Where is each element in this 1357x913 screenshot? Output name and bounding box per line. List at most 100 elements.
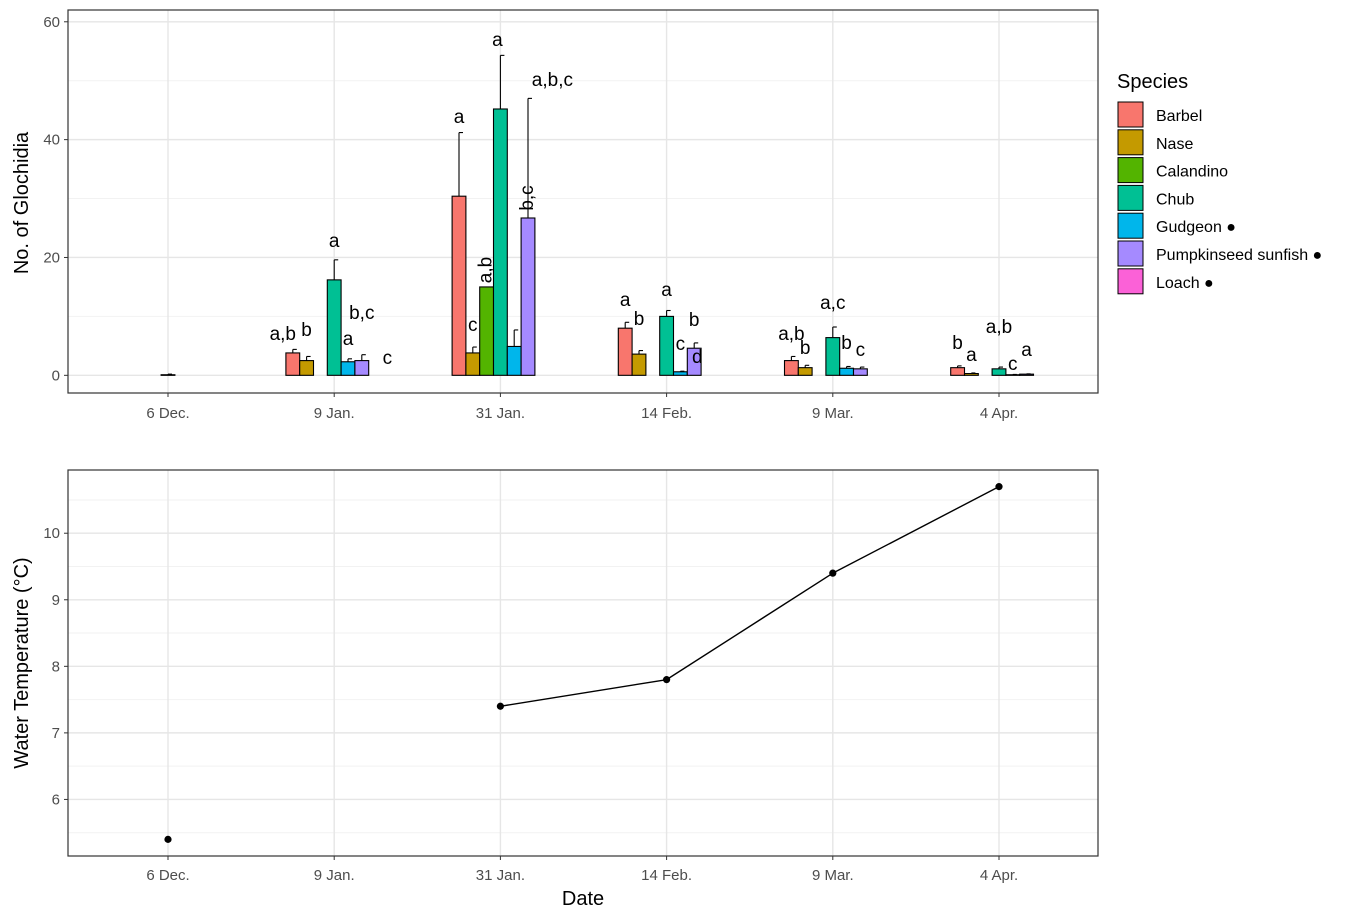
line-y-tick-label: 8 — [52, 658, 60, 675]
bar-x-tick-label: 31 Jan. — [476, 405, 525, 422]
line-y-tick-label: 9 — [52, 592, 60, 609]
significance-label: a — [661, 280, 672, 301]
line-y-tick-label: 6 — [52, 791, 60, 808]
significance-label: b — [689, 310, 700, 331]
significance-label: b,c — [517, 185, 538, 210]
temperature-line-segment — [666, 572, 834, 681]
significance-label: b — [952, 333, 963, 354]
bar-plot-background — [68, 10, 1098, 393]
legend-swatch — [1117, 240, 1144, 267]
bar — [991, 368, 1007, 376]
temperature-line-chart: 6 7 8 9 10 6 Dec. 9 Jan. 31 Jan. 14 Feb. 9 Mar. 4… — [11, 469, 1099, 910]
bar — [963, 373, 979, 376]
bar-x-tick-label: 6 Dec. — [146, 405, 189, 422]
bar — [672, 371, 688, 376]
significance-label: a,b — [476, 257, 497, 283]
bar-gridlines — [68, 10, 1098, 393]
bar-x-tick-label: 9 Mar. — [812, 405, 854, 422]
significance-label: c — [856, 340, 866, 361]
legend-label: Calandino — [1156, 164, 1228, 181]
bar — [160, 374, 176, 376]
line-x-tick-labels: 6 Dec. 9 Jan. 31 Jan. 14 Feb. 9 Mar. 4 Apr. — [146, 856, 1018, 884]
significance-label: b — [301, 320, 312, 341]
line-plot-border — [67, 469, 1099, 857]
significance-label: b — [634, 309, 645, 330]
bar-y-tick-label: 20 — [43, 249, 60, 266]
bar-x-tick-labels: 6 Dec. 9 Jan. 31 Jan. 14 Feb. 9 Mar. 4 Apr. — [146, 393, 1018, 422]
bar — [465, 352, 481, 376]
line-x-tick-label: 9 Mar. — [812, 867, 854, 884]
significance-label: a — [1021, 340, 1032, 361]
bar — [354, 360, 370, 376]
bar — [340, 361, 356, 376]
legend-label: Gudgeon ● — [1156, 219, 1236, 236]
bar — [631, 353, 647, 376]
bar-x-tick-label: 9 Jan. — [314, 405, 355, 422]
line-x-tick-label: 6 Dec. — [146, 867, 189, 884]
bar-y-tick-label: 40 — [43, 132, 60, 149]
bar — [783, 360, 799, 376]
legend-swatch — [1117, 184, 1144, 211]
line-x-tick-label: 14 Feb. — [641, 867, 692, 884]
significance-label: a,b — [270, 324, 296, 345]
bar — [520, 217, 536, 376]
legend-swatch — [1117, 212, 1144, 239]
significance-label: a — [492, 30, 503, 51]
significance-label: a — [966, 345, 977, 366]
line-x-tick-label: 4 Apr. — [980, 867, 1018, 884]
legend-label: Nase — [1156, 136, 1193, 153]
bar — [479, 286, 495, 376]
significance-label: c — [383, 348, 393, 369]
temperature-point — [829, 569, 837, 577]
bar — [839, 367, 855, 376]
significance-label: a — [454, 107, 465, 128]
significance-label: c — [468, 315, 478, 336]
temperature-point — [496, 702, 504, 710]
bar-y-tick-label: 0 — [52, 367, 60, 384]
significance-label: a — [620, 290, 631, 311]
temperature-line-segment — [500, 678, 667, 707]
bar — [797, 367, 813, 376]
significance-label: a,b,c — [532, 70, 573, 91]
line-y-axis-title: Water Temperature (°C) — [11, 557, 33, 768]
significance-label: a,c — [820, 293, 845, 314]
line-x-axis-title: Date — [562, 888, 604, 910]
significance-label: b — [841, 333, 852, 354]
significance-label: a — [343, 329, 354, 350]
bar-error-bars — [167, 54, 1031, 375]
legend-swatch — [1117, 157, 1144, 184]
significance-label: b,c — [349, 303, 374, 324]
legend-label: Loach ● — [1156, 275, 1214, 292]
significance-label: c — [676, 334, 686, 355]
significance-label: b — [800, 338, 811, 359]
bar — [285, 352, 301, 376]
line-y-tick-label: 7 — [52, 725, 60, 742]
legend-swatch — [1117, 101, 1144, 128]
line-plot-background — [68, 470, 1098, 856]
significance-label: a,b — [986, 317, 1012, 338]
bar — [659, 315, 675, 376]
legend-swatch — [1117, 268, 1144, 295]
bar — [825, 337, 841, 376]
significance-label: a,b — [778, 324, 804, 345]
bar-x-tick-label: 4 Apr. — [980, 405, 1018, 422]
bar — [617, 327, 633, 376]
bar — [299, 360, 315, 376]
temperature-point — [164, 835, 172, 843]
line-y-tick-label: 10 — [43, 525, 60, 542]
legend-entries: Barbel Nase Calandino Chub Gudgeon ● Pumpkins… — [1117, 101, 1322, 295]
bar-y-axis-title: No. of Glochidia — [11, 131, 33, 274]
bar — [506, 345, 522, 376]
legend-swatch — [1117, 129, 1144, 156]
bar-plot-border — [67, 9, 1099, 394]
bar-x-tick-label: 14 Feb. — [641, 405, 692, 422]
bar — [326, 279, 342, 376]
line-y-tick-labels: 6 7 8 9 10 — [43, 525, 68, 808]
significance-label: d — [692, 347, 703, 368]
line-x-tick-label: 31 Jan. — [476, 867, 525, 884]
legend-title: Species — [1117, 71, 1188, 93]
legend-label: Pumpkinseed sunfish ● — [1156, 247, 1322, 264]
